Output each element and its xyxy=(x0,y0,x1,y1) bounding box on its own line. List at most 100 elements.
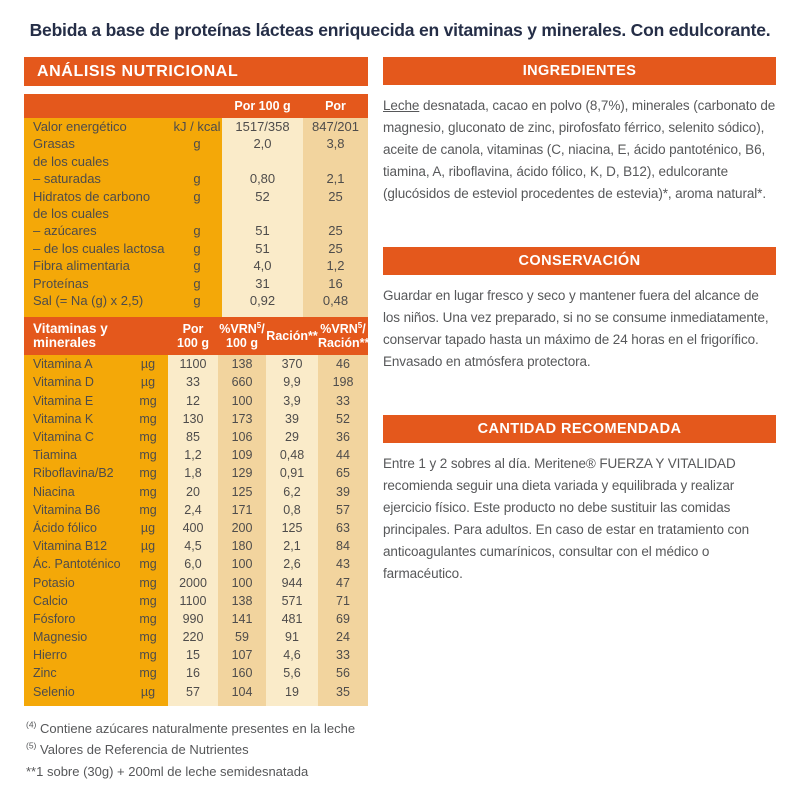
footnote: **1 sobre (30g) + 200ml de leche semides… xyxy=(26,761,368,783)
nutrient-label: Sal (= Na (g) x 2,5) xyxy=(24,291,172,310)
content-columns: ANÁLISIS NUTRICIONAL Por 100 g Por ració… xyxy=(24,57,776,782)
vitamin-unit: µg xyxy=(128,682,168,701)
vit-vrn-per-racion: 43 xyxy=(318,555,368,574)
vit-value-per-racion: 2,1 xyxy=(266,537,318,556)
nutrient-label: Valor energético xyxy=(24,118,172,136)
vitamin-label: Fósforo xyxy=(24,609,128,629)
vitamin-unit: µg xyxy=(128,355,168,374)
value-per-racion: 3,8 xyxy=(303,135,368,153)
value-per-100g: 4,0 xyxy=(222,257,303,275)
nutrient-unit: kJ / kcal xyxy=(172,118,222,136)
macro-table-header: Por 100 g Por ración(**) xyxy=(24,94,368,137)
vit-value-per-100g: 1,8 xyxy=(168,464,218,483)
vit-vrn-per-100g: 200 xyxy=(218,518,266,538)
vit-vrn-per-racion: 52 xyxy=(318,409,368,429)
nutrient-row: Hidratos de carbono g 52 25 xyxy=(24,187,368,205)
nutrient-unit: g xyxy=(172,274,222,292)
nutrient-row: Proteínas g 31 16 xyxy=(24,274,368,292)
vit-value-per-100g: 400 xyxy=(168,518,218,538)
vitamin-unit: mg xyxy=(128,446,168,465)
nutrition-panel: ANÁLISIS NUTRICIONAL Por 100 g Por ració… xyxy=(24,57,369,783)
nutrient-row: Sal (= Na (g) x 2,5) g 0,92 0,48 xyxy=(24,291,368,310)
vitamin-row: Tiamina mg 1,2 109 0,48 44 xyxy=(24,446,368,465)
value-per-racion xyxy=(303,152,368,171)
vit-vrn-per-100g: 138 xyxy=(218,355,266,374)
nutrient-label: – saturadas xyxy=(24,170,172,188)
nutrient-row: Valor energético kJ / kcal 1517/358 847/201 xyxy=(24,118,368,136)
nutrient-unit xyxy=(172,152,222,171)
vitamin-row: Ác. Pantoténico mg 6,0 100 2,6 43 xyxy=(24,555,368,574)
vit-value-per-racion: 2,6 xyxy=(266,555,318,574)
info-panel: INGREDIENTES Leche desnatada, cacao en p… xyxy=(383,57,776,585)
vit-value-per-100g: 2000 xyxy=(168,573,218,592)
vitamin-label: Vitamina A xyxy=(24,355,128,374)
vitamin-label: Vitamina D xyxy=(24,373,128,392)
vitamin-unit: mg xyxy=(128,628,168,647)
nutrient-label: de los cuales xyxy=(24,152,172,171)
value-per-100g: 51 xyxy=(222,239,303,258)
nutrient-row: – saturadas g 0,80 2,1 xyxy=(24,170,368,188)
vit-vrn-per-racion: 56 xyxy=(318,664,368,683)
vit-value-per-racion: 29 xyxy=(266,428,318,447)
vitamin-unit: mg xyxy=(128,573,168,592)
vit-vrn-per-100g: 660 xyxy=(218,373,266,392)
col-header-per-100g: Por 100 g xyxy=(234,99,291,113)
value-per-100g xyxy=(222,204,303,223)
footnote-marker: (5) xyxy=(26,741,37,752)
value-per-racion: 25 xyxy=(303,187,368,205)
vit-vrn-per-100g: 104 xyxy=(218,682,266,701)
vit-value-per-100g: 130 xyxy=(168,409,218,429)
footnote: (4) Contiene azúcares naturalmente prese… xyxy=(26,718,368,740)
vitamins-header-title: Vitaminas y minerales xyxy=(33,321,108,351)
vit-vrn-per-100g: 160 xyxy=(218,664,266,683)
vit-value-per-racion: 0,48 xyxy=(266,446,318,465)
vit-vrn-per-racion: 71 xyxy=(318,591,368,610)
vit-vrn-per-racion: 39 xyxy=(318,482,368,501)
vitamin-label: Niacina xyxy=(24,482,128,501)
vit-value-per-100g: 15 xyxy=(168,646,218,665)
vitamin-row: Selenio µg 57 104 19 35 xyxy=(24,682,368,701)
nutrient-unit: g xyxy=(172,135,222,153)
nutrient-row: Grasas g 2,0 3,8 xyxy=(24,135,368,153)
vit-vrn-per-racion: 33 xyxy=(318,391,368,410)
vitamin-row: Riboflavina/B2 mg 1,8 129 0,91 65 xyxy=(24,464,368,483)
nutrient-label: Hidratos de carbono xyxy=(24,187,172,205)
nutrient-unit xyxy=(172,204,222,223)
vit-vrn-per-racion: 47 xyxy=(318,573,368,592)
vitamin-label: Vitamina B12 xyxy=(24,537,128,556)
vit-value-per-racion: 4,6 xyxy=(266,646,318,665)
vit-vrn-per-100g: 141 xyxy=(218,609,266,629)
vit-vrn-per-racion: 44 xyxy=(318,446,368,465)
nutrient-row: – de los cuales lactosa g 51 25 xyxy=(24,239,368,258)
vitamin-unit: mg xyxy=(128,555,168,574)
footnote-text: Contiene azúcares naturalmente presentes… xyxy=(36,720,356,736)
vit-value-per-100g: 220 xyxy=(168,628,218,647)
value-per-100g: 0,92 xyxy=(222,291,303,310)
vit-vrn-per-racion: 24 xyxy=(318,628,368,647)
vit-vrn-per-100g: 138 xyxy=(218,591,266,610)
vitamin-label: Ácido fólico xyxy=(24,518,128,538)
vit-value-per-racion: 0,8 xyxy=(266,500,318,519)
footnote-text: Valores de Referencia de Nutrientes xyxy=(36,742,249,758)
nutrient-row: de los cuales xyxy=(24,152,368,171)
vitamin-label: Vitamina E xyxy=(24,391,128,410)
vit-value-per-racion: 944 xyxy=(266,573,318,592)
vitamin-unit: µg xyxy=(128,373,168,392)
vit-vrn-per-100g: 129 xyxy=(218,464,266,483)
vit-value-per-racion: 5,6 xyxy=(266,664,318,683)
vit-value-per-100g: 12 xyxy=(168,391,218,410)
ingredients-section: INGREDIENTES Leche desnatada, cacao en p… xyxy=(383,57,776,205)
product-headline: Bebida a base de proteínas lácteas enriq… xyxy=(29,20,771,40)
nutrient-unit: g xyxy=(172,222,222,240)
nutrition-panel-title: ANÁLISIS NUTRICIONAL xyxy=(24,57,368,86)
col-header-vrn-100g: %VRN5/100 g xyxy=(219,321,265,351)
vit-vrn-per-100g: 59 xyxy=(218,628,266,647)
nutrient-label: – de los cuales lactosa xyxy=(24,239,172,258)
value-per-100g xyxy=(222,152,303,171)
value-per-racion xyxy=(303,204,368,223)
vit-vrn-per-100g: 107 xyxy=(218,646,266,665)
vitamin-unit: mg xyxy=(128,646,168,665)
vit-value-per-100g: 2,4 xyxy=(168,500,218,519)
